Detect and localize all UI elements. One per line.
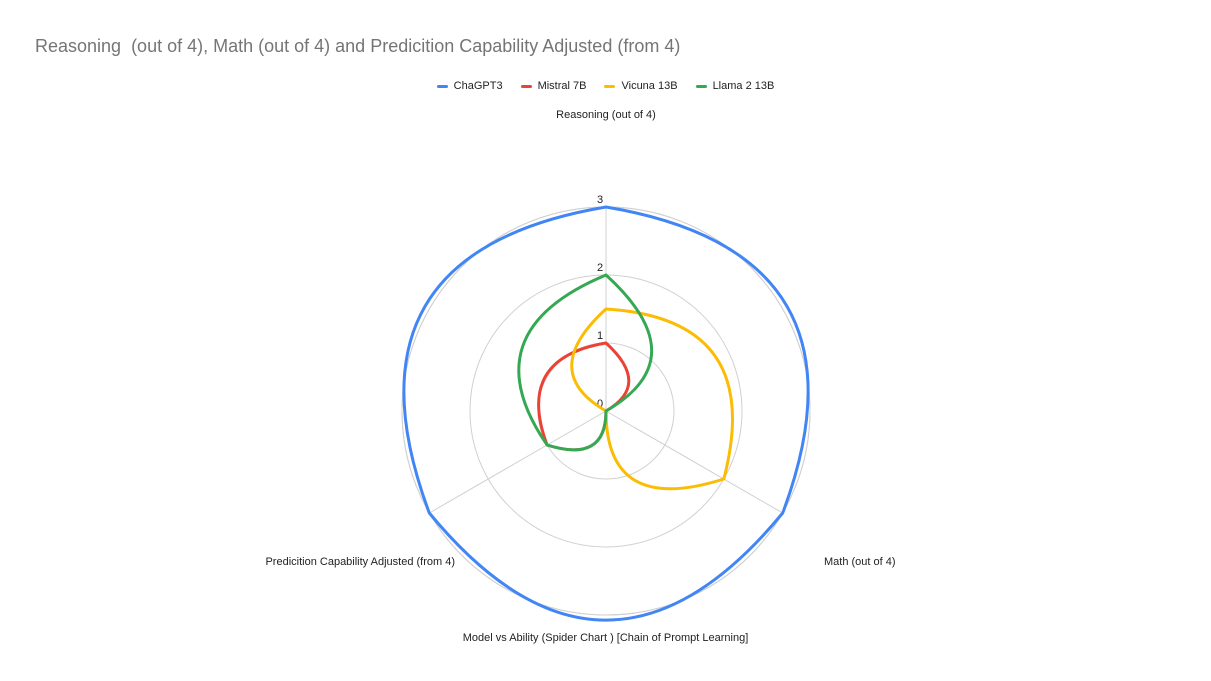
legend-swatch bbox=[520, 84, 532, 88]
legend-item-vicuna-13b[interactable]: Vicuna 13B bbox=[604, 80, 678, 92]
legend: ChaGPT3 Mistral 7B Vicuna 13B Llama 2 13… bbox=[0, 80, 1211, 92]
x-axis-title: Model vs Ability (Spider Chart ) [Chain … bbox=[462, 632, 749, 644]
legend-label: ChaGPT3 bbox=[453, 80, 503, 92]
legend-label: Llama 2 13B bbox=[712, 80, 775, 92]
grid-spoke bbox=[429, 410, 607, 514]
legend-label: Vicuna 13B bbox=[621, 80, 678, 92]
grid-spoke bbox=[605, 410, 783, 514]
chart-title: Reasoning (out of 4), Math (out of 4) an… bbox=[35, 36, 681, 56]
series-line-vicuna-13b bbox=[570, 307, 734, 491]
axis-label: Math (out of 4) bbox=[824, 556, 896, 568]
series-line-chagpt3 bbox=[402, 205, 810, 622]
legend-item-mistral-7b[interactable]: Mistral 7B bbox=[520, 80, 587, 92]
axis-label: Reasoning (out of 4) bbox=[556, 109, 656, 121]
tick-label: 3 bbox=[597, 194, 603, 206]
axis-label: Predicition Capability Adjusted (from 4) bbox=[265, 556, 455, 568]
legend-label: Mistral 7B bbox=[537, 80, 587, 92]
series-line-llama-2-13b bbox=[517, 273, 653, 452]
series-line-mistral-7b bbox=[537, 341, 631, 452]
tick-label: 0 bbox=[597, 398, 603, 410]
legend-swatch bbox=[695, 84, 707, 88]
tick-label: 1 bbox=[597, 330, 603, 342]
legend-swatch bbox=[604, 84, 616, 88]
tick-label: 2 bbox=[597, 262, 603, 274]
legend-item-llama-2-13b[interactable]: Llama 2 13B bbox=[695, 80, 775, 92]
legend-item-chagpt3[interactable]: ChaGPT3 bbox=[436, 80, 503, 92]
legend-swatch bbox=[436, 84, 448, 88]
